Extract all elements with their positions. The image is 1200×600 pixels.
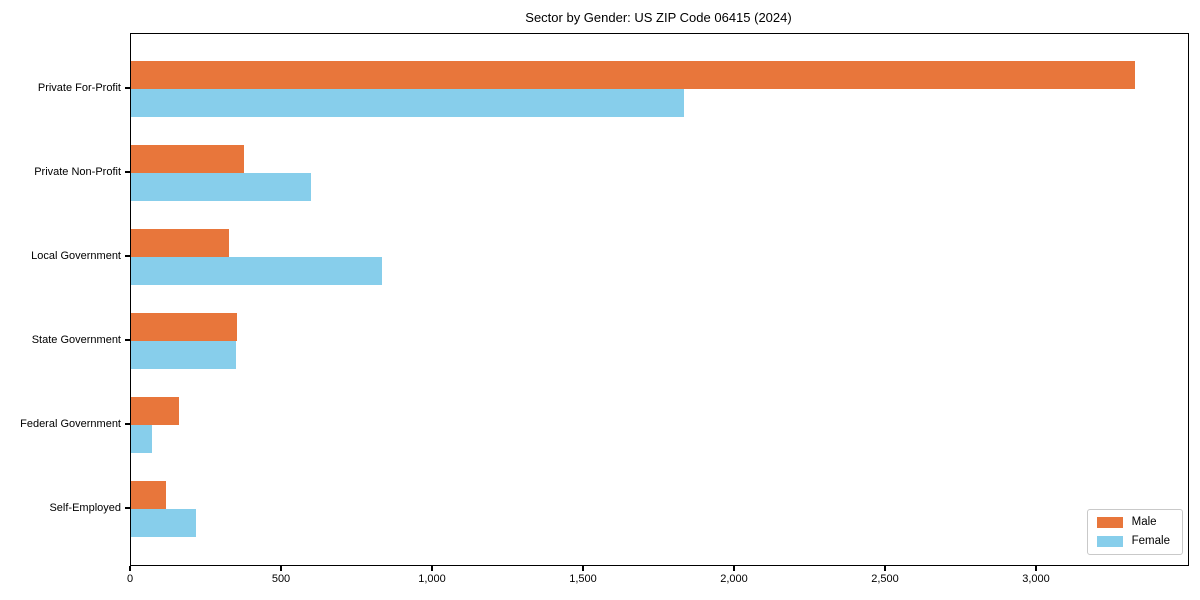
bar-male-self-employed [131, 481, 166, 509]
bar-male-private-non-profit [131, 145, 245, 173]
y-tick-mark [125, 87, 130, 89]
x-tick-label-1-500: 1,500 [569, 573, 597, 585]
legend-label-male: Male [1131, 516, 1157, 528]
y-tick-mark [125, 423, 130, 425]
bar-female-federal-government [131, 425, 153, 453]
y-tick-label-state-government: State Government [31, 334, 121, 346]
bar-female-self-employed [131, 509, 196, 537]
x-tick-mark [884, 565, 886, 571]
plot-area: Male Female [130, 33, 1189, 566]
x-tick-mark [582, 565, 584, 571]
legend-entry-male: Male [1096, 516, 1170, 529]
bar-male-local-government [131, 229, 230, 257]
legend-swatch-female [1096, 536, 1123, 547]
x-tick-label-2-500: 2,500 [871, 573, 899, 585]
y-tick-mark [125, 339, 130, 341]
legend-label-female: Female [1131, 535, 1170, 547]
x-tick-mark [1035, 565, 1037, 571]
x-tick-mark [733, 565, 735, 571]
x-tick-label-0: 0 [126, 573, 134, 585]
bar-female-private-for-profit [131, 89, 684, 117]
y-tick-label-private-for-profit: Private For-Profit [37, 82, 121, 94]
bar-female-private-non-profit [131, 173, 311, 201]
x-tick-mark [431, 565, 433, 571]
x-tick-label-500: 500 [271, 573, 291, 585]
legend-swatch-male [1096, 517, 1123, 528]
x-tick-label-3-000: 3,000 [1022, 573, 1050, 585]
x-tick-mark [280, 565, 282, 571]
y-tick-mark [125, 507, 130, 509]
x-tick-mark [129, 565, 131, 571]
y-tick-label-federal-government: Federal Government [20, 418, 121, 430]
x-tick-label-1-000: 1,000 [418, 573, 446, 585]
y-tick-mark [125, 171, 130, 173]
legend-entry-female: Female [1096, 535, 1170, 548]
bar-male-state-government [131, 313, 237, 341]
y-tick-mark [125, 255, 130, 257]
y-tick-label-local-government: Local Government [31, 250, 121, 262]
y-tick-label-private-non-profit: Private Non-Profit [34, 166, 121, 178]
legend: Male Female [1086, 509, 1183, 555]
bar-female-state-government [131, 341, 236, 369]
bar-male-federal-government [131, 397, 180, 425]
x-tick-label-2-000: 2,000 [720, 573, 748, 585]
chart-title: Sector by Gender: US ZIP Code 06415 (202… [525, 10, 792, 25]
bar-male-private-for-profit [131, 61, 1136, 89]
bar-female-local-government [131, 257, 382, 285]
y-tick-label-self-employed: Self-Employed [49, 502, 121, 514]
